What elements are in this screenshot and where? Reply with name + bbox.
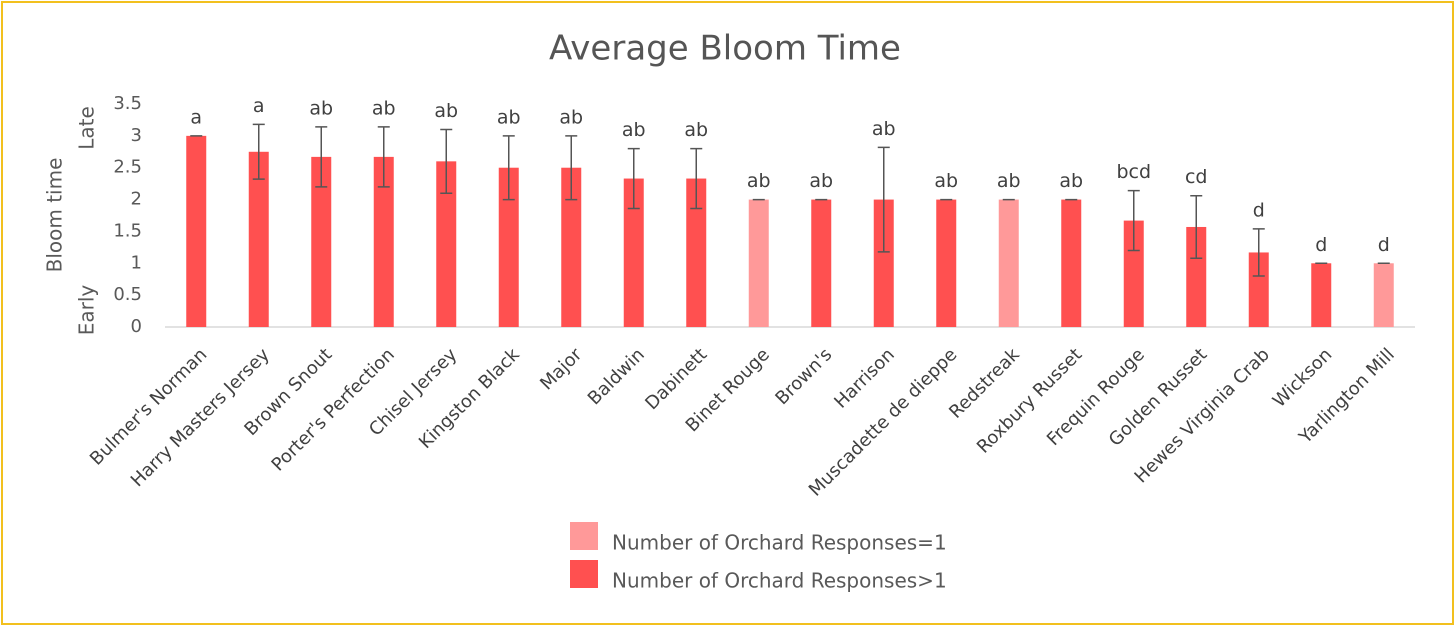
error-bar	[440, 128, 453, 194]
annotation: ab	[872, 118, 896, 140]
bar	[1123, 220, 1144, 327]
y-tick-label: 2	[131, 189, 142, 210]
bar	[1248, 252, 1269, 327]
y-tick-label: 0	[131, 316, 142, 337]
bar	[561, 167, 582, 327]
y-axis-label: Bloom time	[43, 158, 67, 273]
y-tick-label: 3	[131, 125, 142, 146]
y-low-label: Early	[75, 285, 99, 336]
legend-swatch	[570, 560, 598, 588]
bar	[1061, 199, 1082, 327]
annotation: a	[190, 106, 202, 128]
annotation: ab	[372, 97, 396, 119]
annotation: ab	[559, 106, 583, 128]
error-bar	[1190, 194, 1203, 259]
annotation: d	[1315, 234, 1327, 256]
y-tick-label: 1	[131, 252, 142, 273]
annotation: d	[1378, 234, 1390, 256]
annotation: ab	[309, 97, 333, 119]
bar	[186, 135, 207, 327]
annotation: d	[1253, 199, 1265, 221]
bar	[1311, 263, 1332, 327]
annotation: ab	[1059, 170, 1083, 192]
error-bar	[690, 147, 703, 210]
bar	[998, 199, 1019, 327]
bar	[311, 156, 332, 327]
annotation: ab	[809, 170, 833, 192]
bar	[873, 199, 894, 327]
y-tick-label: 2.5	[113, 157, 142, 178]
bar	[1373, 263, 1394, 327]
bar	[248, 151, 269, 327]
y-tick-label: 1.5	[113, 220, 142, 241]
annotation: ab	[997, 170, 1021, 192]
legend-swatch	[570, 522, 598, 550]
annotation: ab	[684, 119, 708, 141]
bar	[936, 199, 957, 327]
error-bar	[877, 146, 890, 253]
error-bar	[1252, 228, 1265, 277]
error-bar	[315, 126, 328, 188]
error-bar	[502, 135, 515, 201]
error-bar	[377, 126, 390, 188]
error-bar	[565, 135, 578, 201]
annotation: ab	[434, 100, 458, 122]
annotation: a	[253, 95, 265, 117]
annotation: ab	[747, 170, 771, 192]
chart-title: Average Bloom Time	[549, 29, 901, 69]
annotation: cd	[1185, 166, 1208, 188]
bar	[811, 199, 832, 327]
annotation: ab	[934, 170, 958, 192]
bar	[748, 199, 769, 327]
bar	[498, 167, 519, 327]
error-bar	[1127, 189, 1140, 252]
bar	[373, 156, 394, 327]
bar	[686, 178, 707, 327]
bar	[1186, 226, 1207, 327]
y-tick-label: 3.5	[113, 93, 142, 114]
error-bar	[252, 123, 265, 180]
annotation: bcd	[1116, 161, 1151, 183]
bar	[436, 161, 457, 327]
bar	[623, 178, 644, 327]
annotation: ab	[622, 119, 646, 141]
y-tick-label: 0.5	[113, 284, 142, 305]
error-bar	[627, 147, 640, 210]
legend-label: Number of Orchard Responses=1	[612, 531, 947, 555]
annotation: ab	[497, 106, 521, 128]
y-high-label: Late	[75, 106, 99, 150]
legend-label: Number of Orchard Responses>1	[612, 569, 947, 593]
